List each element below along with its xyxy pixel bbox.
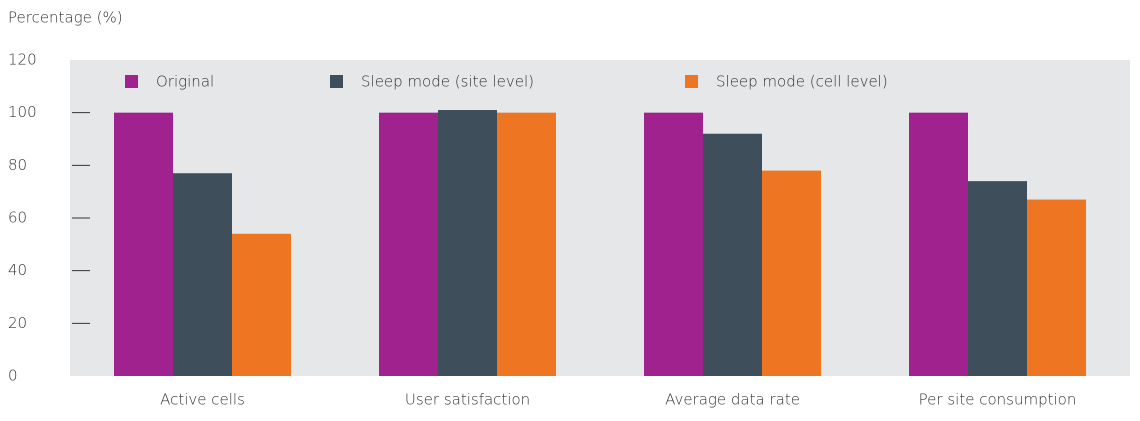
y-tick-label: 80 (8, 156, 27, 174)
x-tick-label: Per site consumption (919, 391, 1077, 409)
bar (438, 110, 497, 377)
bar (909, 112, 968, 377)
x-tick-label: User satisfaction (405, 391, 530, 409)
bar (173, 173, 232, 376)
legend-swatch (685, 75, 698, 88)
legend-label: Sleep mode (site level) (361, 73, 534, 91)
x-tick-label: Active cells (160, 391, 245, 409)
y-tick-label: 40 (8, 261, 27, 279)
bar (114, 112, 173, 377)
legend-label: Sleep mode (cell level) (716, 73, 888, 91)
bar (968, 181, 1027, 376)
y-tick-label: 120 (8, 51, 37, 69)
bar (379, 112, 438, 377)
y-tick-label: 20 (8, 314, 27, 332)
y-tick-label: 60 (8, 209, 27, 227)
legend-swatch (125, 75, 138, 88)
bar (1027, 199, 1086, 376)
legend-label: Original (156, 73, 214, 91)
bar (644, 112, 703, 377)
bar (703, 133, 762, 376)
x-tick-label: Average data rate (665, 391, 800, 409)
y-tick-label: 0 (8, 367, 18, 385)
bar (497, 112, 556, 377)
bar (232, 233, 291, 376)
bar (762, 170, 821, 376)
y-axis-label: Percentage (%) (8, 9, 123, 27)
legend-swatch (330, 75, 343, 88)
y-tick-label: 100 (8, 103, 37, 121)
